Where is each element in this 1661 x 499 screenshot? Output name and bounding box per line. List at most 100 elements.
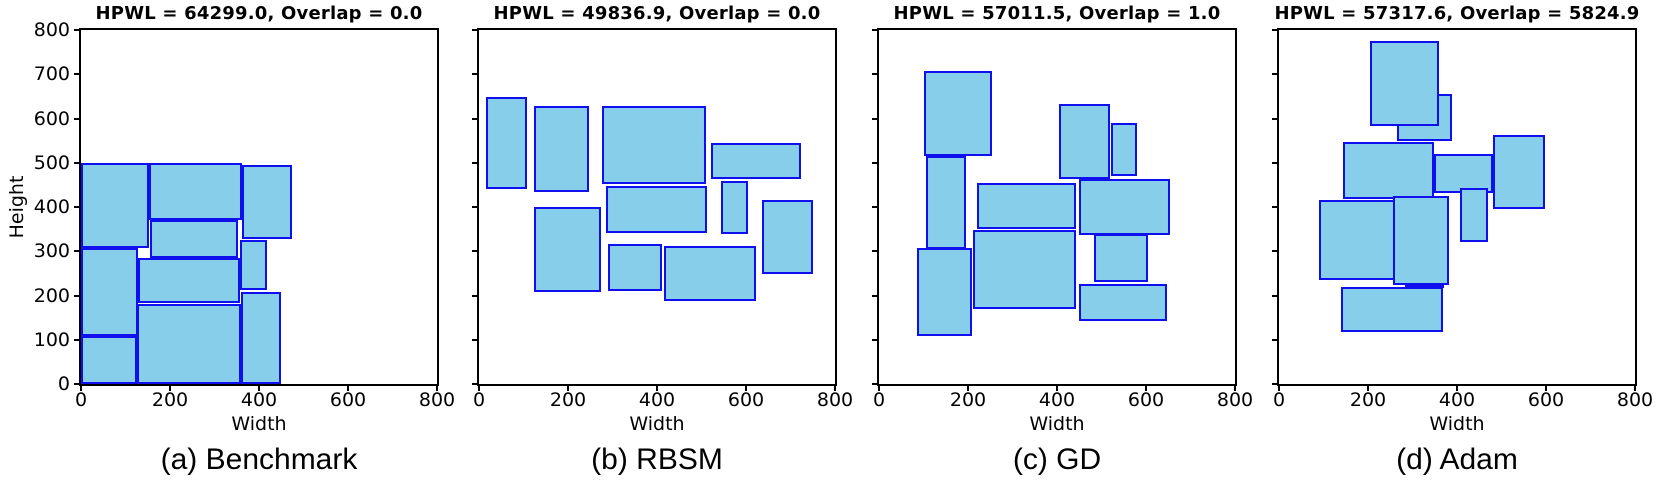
y-tick-label: 700 xyxy=(33,63,70,86)
subplot-d-title: HPWL = 57317.6, Overlap = 5824.9 xyxy=(1274,3,1640,24)
placed-block xyxy=(605,185,707,233)
placed-block xyxy=(1404,283,1445,288)
placed-block xyxy=(602,106,707,184)
y-tick-mark xyxy=(1272,338,1277,341)
x-tick-mark xyxy=(478,386,480,391)
y-tick-mark xyxy=(1272,29,1277,31)
y-tick-mark xyxy=(74,338,79,341)
y-tick-mark xyxy=(74,73,79,76)
x-tick-label: 0 xyxy=(472,389,486,411)
x-tick-mark xyxy=(745,386,747,391)
placed-block xyxy=(710,142,801,180)
placed-block xyxy=(973,229,1077,310)
x-tick-mark xyxy=(878,386,880,391)
placed-block xyxy=(81,336,138,384)
y-tick-mark xyxy=(472,206,477,208)
y-tick-label: 200 xyxy=(33,284,70,307)
subplot-a-xlabel: Width xyxy=(231,413,287,435)
placed-block xyxy=(148,163,243,220)
x-tick-label: 400 xyxy=(1438,389,1476,411)
placed-block xyxy=(242,164,292,239)
y-tick-mark xyxy=(472,161,477,164)
y-tick-label: 400 xyxy=(33,196,70,218)
placed-block xyxy=(534,206,602,292)
y-tick-mark xyxy=(1272,73,1277,76)
y-tick-label: 0 xyxy=(57,373,70,395)
placed-block xyxy=(1493,134,1545,210)
placed-block xyxy=(1110,122,1138,177)
placed-block xyxy=(1059,103,1110,180)
placed-block xyxy=(1459,188,1489,242)
x-tick-label: 0 xyxy=(1272,389,1286,411)
y-tick-label: 500 xyxy=(33,151,70,174)
x-tick-mark xyxy=(567,386,569,391)
subplot-d-caption: (d) Adam xyxy=(1396,443,1518,476)
y-tick-mark xyxy=(1272,161,1277,164)
y-tick-mark xyxy=(872,161,877,164)
x-tick-mark xyxy=(656,386,658,391)
y-tick-mark xyxy=(74,294,79,297)
placed-block xyxy=(1319,199,1395,280)
x-tick-label: 200 xyxy=(1349,389,1387,411)
x-tick-label: 600 xyxy=(1127,389,1165,411)
placed-block xyxy=(1079,283,1167,321)
x-tick-label: 800 xyxy=(1616,389,1654,411)
y-tick-mark xyxy=(472,294,477,297)
placed-block xyxy=(761,199,814,274)
x-tick-mark xyxy=(1545,386,1547,391)
y-tick-mark xyxy=(472,29,477,31)
x-tick-mark xyxy=(1145,386,1147,391)
placed-block xyxy=(533,105,589,193)
placed-block xyxy=(926,155,967,250)
x-tick-label: 0 xyxy=(872,389,886,411)
x-tick-mark xyxy=(1056,386,1058,391)
x-tick-mark xyxy=(967,386,969,391)
placed-block xyxy=(1079,179,1171,235)
y-tick-label: 300 xyxy=(33,240,70,263)
subplot-d-xlabel: Width xyxy=(1429,413,1485,435)
x-tick-label: 800 xyxy=(1216,389,1254,411)
x-tick-label: 200 xyxy=(549,389,587,411)
x-tick-mark xyxy=(80,386,82,391)
y-tick-mark xyxy=(1272,250,1277,253)
subplot-b-title: HPWL = 49836.9, Overlap = 0.0 xyxy=(493,3,821,24)
y-tick-mark xyxy=(74,161,79,164)
placed-block xyxy=(1392,195,1449,285)
subplot-c-title: HPWL = 57011.5, Overlap = 1.0 xyxy=(893,3,1221,24)
placed-block xyxy=(917,248,973,337)
y-tick-mark xyxy=(74,383,79,385)
placed-block xyxy=(241,291,282,384)
y-tick-mark xyxy=(1272,294,1277,297)
y-tick-label: 100 xyxy=(33,328,70,351)
subplot-c-plot-area xyxy=(877,28,1237,386)
placed-block xyxy=(81,163,149,249)
subplot-b-plot-area xyxy=(477,28,837,386)
x-tick-label: 200 xyxy=(949,389,987,411)
y-tick-mark xyxy=(74,250,79,253)
x-tick-label: 400 xyxy=(638,389,676,411)
y-tick-mark xyxy=(872,206,877,208)
placed-block xyxy=(720,181,748,235)
x-tick-mark xyxy=(1234,386,1236,391)
y-tick-label: 600 xyxy=(33,107,70,130)
x-tick-mark xyxy=(1634,386,1636,391)
y-tick-mark xyxy=(872,29,877,31)
placed-block xyxy=(138,257,241,304)
placed-block xyxy=(923,71,992,156)
x-tick-label: 600 xyxy=(329,389,367,411)
y-tick-label: 800 xyxy=(33,19,70,41)
subplot-b-caption: (b) RBSM xyxy=(591,443,723,476)
placed-block xyxy=(81,248,138,337)
subplot-c-caption: (c) GD xyxy=(1012,443,1102,476)
y-tick-mark xyxy=(74,29,79,31)
x-tick-label: 0 xyxy=(74,389,88,411)
x-tick-label: 400 xyxy=(1038,389,1076,411)
x-tick-mark xyxy=(436,386,438,391)
x-tick-mark xyxy=(258,386,260,391)
subplot-a-title: HPWL = 64299.0, Overlap = 0.0 xyxy=(95,3,423,24)
x-tick-mark xyxy=(1367,386,1369,391)
subplot-d-plot-area xyxy=(1277,28,1637,386)
y-tick-mark xyxy=(872,294,877,297)
y-tick-mark xyxy=(872,338,877,341)
